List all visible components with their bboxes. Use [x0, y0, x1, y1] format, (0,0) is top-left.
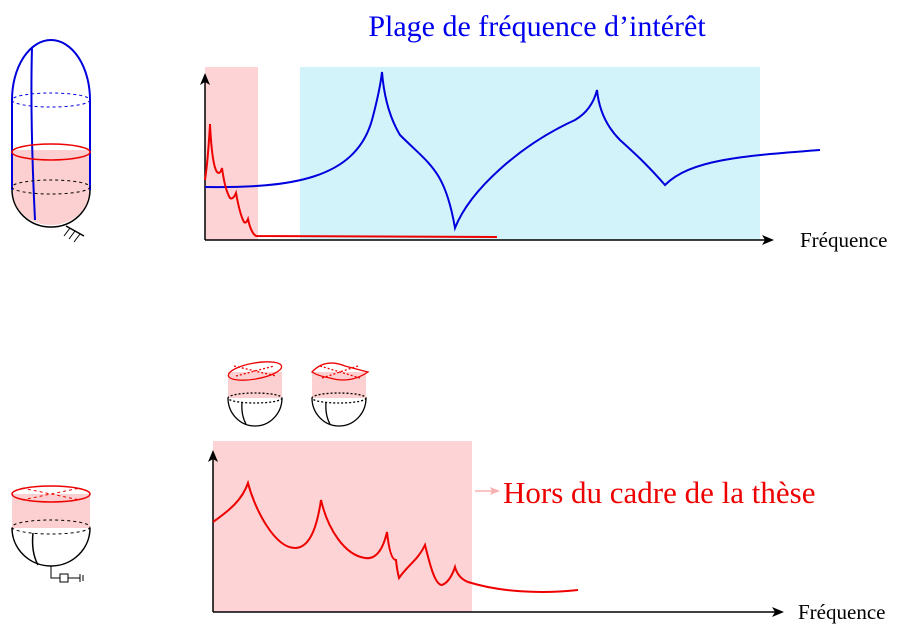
low-band [205, 67, 258, 240]
red-curve [212, 479, 579, 593]
blue-curve [204, 71, 821, 232]
tank-icons-small [227, 361, 370, 427]
axis-label: Fréquence [798, 600, 885, 624]
title: Plage de fréquence d’intérêt [368, 10, 706, 43]
red-curve [204, 123, 498, 238]
tank-icon-full [11, 39, 91, 243]
interest-band [300, 67, 760, 240]
axis-label: Fréquence [800, 228, 887, 252]
out-of-scope-band [213, 441, 472, 612]
annotation: Hors du cadre de la thèse [503, 475, 815, 510]
tank-icon-partial [11, 485, 91, 583]
